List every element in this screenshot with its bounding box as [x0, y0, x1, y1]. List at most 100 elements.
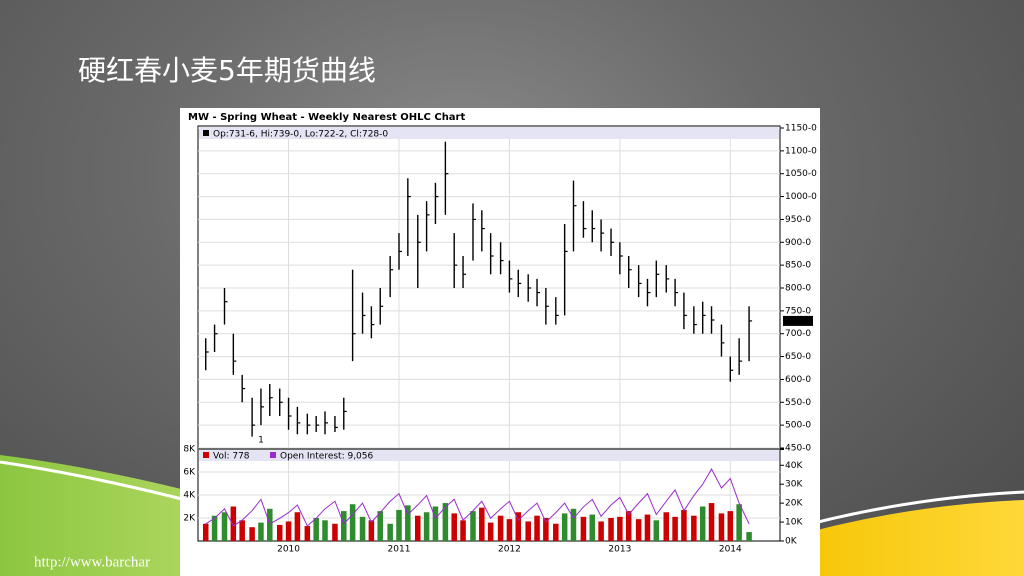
- volume-bar: [699, 506, 706, 541]
- volume-bar: [285, 521, 292, 541]
- y-tick-label: 4K: [183, 491, 196, 501]
- y-tick-label: 600-0: [785, 375, 811, 385]
- y2-tick-label: 30K: [785, 480, 803, 490]
- legend-label: Op:731-6, Hi:739-0, Lo:722-2, Cl:728-0: [213, 130, 388, 140]
- last-price-label: 728-0: [785, 316, 811, 326]
- volume-bar: [249, 527, 255, 541]
- y2-tick-label: 40K: [785, 461, 803, 471]
- y2-tick-label: 0K: [785, 537, 798, 547]
- volume-bar: [359, 516, 366, 541]
- volume-bar: [736, 504, 742, 541]
- volume-bar: [553, 523, 559, 541]
- volume-bar: [460, 520, 466, 541]
- volume-bar: [276, 524, 283, 541]
- y-tick-label: 500-0: [785, 421, 811, 431]
- volume-bar: [377, 511, 383, 541]
- volume-bar: [718, 513, 725, 541]
- volume-bar: [202, 523, 209, 541]
- volume-bar: [368, 520, 375, 541]
- volume-bar: [708, 503, 715, 541]
- x-tick-label: 2010: [277, 545, 300, 555]
- x-tick-label: 2011: [388, 545, 411, 555]
- volume-bar: [663, 512, 670, 541]
- volume-bar: [313, 518, 319, 541]
- volume-bar: [294, 512, 301, 541]
- volume-bar: [653, 520, 660, 541]
- chart: 450-0 500-0 550-0 600-0 650-0 700-0 750-0 800-0…: [183, 124, 817, 555]
- x-tick-label: 2012: [498, 545, 521, 555]
- y-tick-label: 1150-0: [785, 124, 817, 134]
- y-tick-label: 6K: [183, 468, 196, 478]
- y-tick-label: 850-0: [785, 261, 811, 271]
- volume-bar: [589, 514, 596, 541]
- y-tick-label: 1100-0: [785, 146, 817, 156]
- volume-bar: [525, 521, 531, 541]
- legend-band: [199, 450, 779, 461]
- legend-label: Open Interest: 9,056: [280, 452, 374, 462]
- y2-tick-label: 10K: [785, 518, 803, 528]
- x-tick-label: 2013: [608, 545, 631, 555]
- legend-band: [199, 127, 779, 139]
- y-tick-label: 750-0: [785, 306, 811, 316]
- volume-bar: [451, 513, 457, 541]
- y-tick-label: 8K: [183, 445, 196, 455]
- last-price-box: [783, 315, 813, 326]
- volume-bar: [387, 523, 393, 541]
- y-tick-label: 1050-0: [785, 169, 817, 179]
- volume-bar: [487, 522, 494, 541]
- volume-bar: [432, 506, 439, 541]
- y-tick-label: 550-0: [785, 398, 811, 408]
- x-tick-label: 2014: [719, 545, 742, 555]
- volume-bar: [746, 532, 752, 541]
- volume-bar: [239, 520, 245, 541]
- annotation: 1: [258, 435, 264, 445]
- y-tick-label: 800-0: [785, 284, 811, 294]
- volume-bar: [681, 509, 687, 541]
- volume-bar: [341, 511, 347, 541]
- volume-bar: [515, 512, 522, 541]
- volume-bar: [543, 518, 549, 541]
- volume-bar: [506, 519, 513, 541]
- volume-bar: [691, 515, 697, 541]
- y-tick-label: 650-0: [785, 352, 811, 362]
- volume-bar: [570, 508, 577, 541]
- y-tick-label: 950-0: [785, 215, 811, 225]
- volume-bar: [304, 526, 311, 541]
- volume-bar: [727, 511, 734, 541]
- y-tick-label: 900-0: [785, 238, 811, 248]
- volume-bar: [230, 506, 237, 541]
- volume-bar: [442, 503, 449, 541]
- volume-bar: [561, 513, 568, 541]
- y-tick-label: 2K: [183, 514, 196, 524]
- y-tick-label: 450-0: [785, 444, 811, 454]
- legend-swatch: [203, 452, 209, 458]
- volume-bar: [415, 515, 421, 541]
- volume-bar: [580, 516, 587, 541]
- volume-bar: [349, 504, 356, 541]
- volume-bar: [211, 515, 218, 541]
- volume-bar: [258, 522, 264, 541]
- volume-bar: [423, 512, 430, 541]
- volume-bar: [608, 518, 614, 541]
- volume-bar: [332, 523, 338, 541]
- legend-label: Vol: 778: [213, 452, 250, 462]
- volume-bar: [672, 516, 678, 541]
- volume-bar: [396, 509, 402, 541]
- y2-tick-label: 20K: [785, 499, 803, 509]
- volume-bar: [267, 508, 273, 541]
- source-url: http://www.barchar: [34, 554, 150, 570]
- yellow-wave: [780, 500, 1024, 576]
- slide-title: 硬红春小麦5年期货曲线: [78, 54, 376, 87]
- volume-bar: [534, 515, 540, 541]
- volume-bar: [635, 519, 642, 541]
- volume-bar: [644, 514, 651, 541]
- chart-title: MW - Spring Wheat - Weekly Nearest OHLC …: [188, 112, 465, 123]
- volume-bar: [625, 511, 632, 541]
- legend-swatch: [203, 130, 209, 136]
- y-tick-label: 700-0: [785, 329, 811, 339]
- volume-bar: [497, 515, 504, 541]
- volume-bar: [598, 521, 604, 541]
- volume-bar: [405, 505, 411, 541]
- volume-bar: [617, 516, 623, 541]
